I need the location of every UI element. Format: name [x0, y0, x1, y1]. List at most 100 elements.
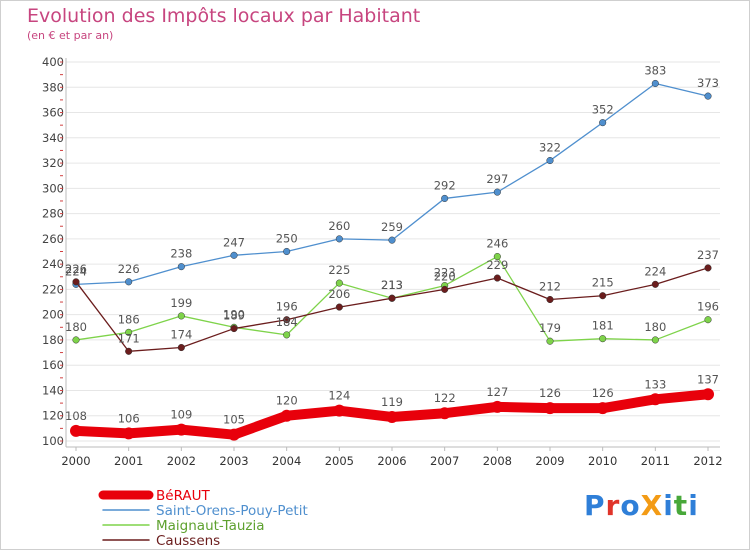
data-point [335, 279, 343, 287]
logo-letter: i [688, 489, 699, 522]
data-label: 224 [65, 264, 87, 278]
x-tick-label: 2001 [114, 454, 143, 468]
data-label: 120 [276, 394, 298, 408]
data-label: 259 [381, 220, 403, 234]
data-label: 215 [592, 276, 614, 290]
data-point [599, 292, 607, 300]
data-label: 196 [276, 300, 298, 314]
legend-label: BéRAUT [156, 488, 211, 504]
data-point [599, 119, 607, 127]
data-label: 213 [381, 278, 403, 292]
y-tick-label: 260 [42, 232, 64, 246]
data-label: 373 [697, 76, 719, 90]
data-label: 292 [434, 178, 456, 192]
data-point [175, 423, 188, 436]
y-tick-label: 220 [42, 282, 64, 296]
legend-label: Caussens [156, 533, 220, 549]
y-tick-label: 360 [42, 106, 64, 120]
data-label: 126 [592, 386, 614, 400]
logo-letter: r [605, 489, 621, 522]
data-point [649, 393, 662, 406]
data-point [72, 336, 80, 344]
data-label: 105 [223, 413, 245, 427]
data-point [177, 312, 185, 320]
x-tick-label: 2000 [61, 454, 90, 468]
data-label: 122 [434, 391, 456, 405]
data-point [651, 280, 659, 288]
data-point [441, 194, 449, 202]
data-label: 212 [539, 280, 561, 294]
y-tick-label: 280 [42, 207, 64, 221]
x-tick-label: 2009 [535, 454, 564, 468]
data-label: 246 [486, 237, 508, 251]
data-point [177, 343, 185, 352]
data-label: 171 [118, 331, 140, 345]
data-label: 213 [381, 278, 403, 292]
data-point [441, 285, 449, 293]
x-tick-label: 2003 [219, 454, 248, 468]
data-label: 196 [697, 300, 719, 314]
data-point [546, 337, 554, 345]
y-tick-label: 120 [42, 409, 64, 423]
data-label: 199 [170, 296, 192, 310]
logo-letter: P [584, 489, 606, 522]
x-tick-label: 2007 [430, 454, 459, 468]
y-tick-label: 200 [42, 308, 64, 322]
y-tick-label: 400 [42, 55, 64, 69]
y-tick-label: 320 [42, 156, 64, 170]
data-point [596, 402, 609, 415]
logo-letter: X [640, 489, 664, 522]
data-label: 119 [381, 395, 403, 409]
y-tick-label: 140 [42, 383, 64, 397]
data-label: 224 [644, 264, 666, 278]
proxiti-logo: ProXiti [584, 489, 699, 522]
y-tick-label: 340 [42, 131, 64, 145]
data-point [335, 235, 343, 243]
data-point [72, 278, 80, 286]
y-tick-label: 240 [42, 257, 64, 271]
logo-letter: o [620, 489, 641, 522]
data-point [546, 295, 554, 304]
data-label: 226 [65, 262, 87, 276]
x-tick-label: 2006 [377, 454, 406, 468]
logo-letter: t [673, 489, 689, 522]
x-tick-label: 2010 [588, 454, 617, 468]
data-label: 109 [170, 408, 192, 422]
data-point [70, 424, 82, 437]
x-tick-label: 2011 [641, 454, 670, 468]
data-point [125, 278, 133, 286]
data-label: 181 [592, 319, 614, 333]
data-point [333, 404, 346, 417]
data-point [177, 263, 185, 271]
data-label: 137 [697, 372, 719, 386]
data-point [651, 336, 659, 344]
data-label: 206 [328, 287, 350, 301]
data-point [388, 294, 396, 302]
data-label: 238 [170, 247, 192, 261]
data-label: 383 [644, 63, 666, 77]
data-point [283, 247, 291, 256]
data-label: 186 [118, 312, 140, 326]
data-label: 190 [223, 307, 245, 321]
data-point [651, 79, 659, 88]
data-point [386, 410, 398, 423]
data-point [280, 409, 293, 422]
data-point [228, 428, 240, 441]
data-point [493, 253, 501, 261]
data-label: 127 [486, 385, 508, 399]
x-tick-label: 2008 [483, 454, 512, 468]
y-tick-label: 300 [42, 181, 64, 195]
data-label: 106 [118, 411, 140, 425]
logo-letter: i [663, 489, 674, 522]
data-label: 108 [65, 409, 87, 423]
data-label: 220 [434, 269, 456, 283]
data-point [125, 347, 133, 355]
data-label: 179 [539, 321, 561, 335]
x-tick-label: 2002 [167, 454, 196, 468]
legend-label: Maignaut-Tauzia [156, 518, 265, 534]
data-point [704, 264, 712, 272]
data-label: 297 [486, 172, 508, 186]
data-label: 250 [276, 232, 298, 246]
data-point [283, 331, 291, 339]
